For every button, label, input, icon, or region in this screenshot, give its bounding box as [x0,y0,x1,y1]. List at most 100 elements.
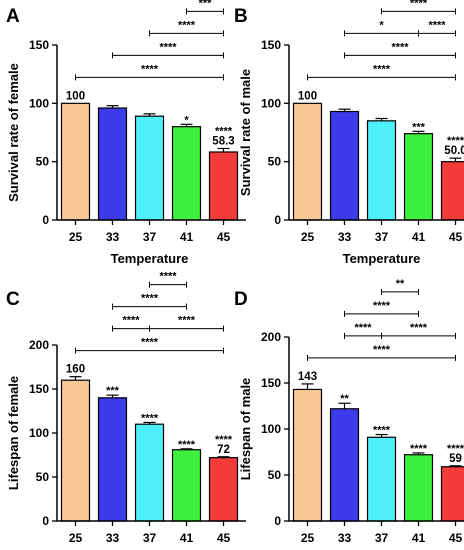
y-tick-label: 200 [29,338,49,352]
y-tick-label: 50 [268,155,282,169]
bracket-label: **** [141,63,159,75]
value-label: 58.3 [212,135,234,147]
value-label: 100 [298,90,317,102]
y-tick-label: 50 [36,470,50,484]
bracket-label: **** [159,41,177,53]
significance-label: **** [410,443,428,455]
bracket-label: **** [178,19,196,31]
x-tick-label: 25 [69,531,83,545]
x-axis-label: Temperature [111,251,189,266]
x-tick-label: 37 [375,230,389,244]
y-axis-label: Survival rate of female [6,63,21,202]
value-label: 50.0 [444,145,464,157]
bar-37 [366,436,397,522]
x-tick-label: 45 [217,531,231,545]
bracket-label: * [379,19,384,31]
significance-label: *** [106,385,120,397]
bar-37 [134,115,165,221]
y-tick-label: 150 [261,376,281,390]
x-tick-label: 45 [449,230,463,244]
bracket-label: **** [373,300,391,312]
value-label: 100 [66,90,85,102]
bar-37 [134,423,165,522]
significance-label: **** [178,439,196,451]
y-tick-label: 0 [42,213,49,227]
value-label: 160 [66,364,85,376]
x-tick-label: 33 [106,531,120,545]
bracket-label: **** [178,315,196,327]
y-tick-label: 50 [36,155,50,169]
bracket-label: *** [199,0,213,9]
bar-25 [60,102,91,221]
value-label: 59 [449,453,462,465]
significance-label: **** [447,135,464,147]
bar-33 [97,107,128,221]
significance-label: **** [447,443,464,455]
panel-letter: B [234,6,248,27]
bar-41 [171,449,202,522]
x-tick-label: 33 [338,230,352,244]
bar-41 [403,133,434,221]
y-tick-label: 150 [29,38,49,52]
value-label: 143 [298,371,317,383]
bar-33 [329,110,360,221]
y-tick-label: 100 [29,426,49,440]
panel-d: D0501001502002533374145TemperatureLifesp… [234,278,464,545]
bar-25 [292,388,323,522]
bar-45 [440,161,464,221]
x-tick-label: 41 [412,531,426,545]
y-tick-label: 0 [274,213,281,227]
significance-label: **** [215,125,233,137]
x-tick-label: 45 [449,531,463,545]
y-tick-label: 150 [261,38,281,52]
panel-letter: A [6,6,20,27]
y-tick-label: 100 [29,96,49,110]
x-tick-label: 25 [301,230,315,244]
bar-41 [171,126,202,221]
y-axis-label: Lifespan of male [238,378,253,481]
significance-label: *** [412,121,426,133]
significance-label: **** [141,412,159,424]
x-tick-label: 41 [180,531,194,545]
bracket-label: **** [391,41,409,53]
significance-label: ** [340,393,349,405]
x-tick-label: 37 [375,531,389,545]
bracket-label: ** [396,278,405,290]
bracket-label: **** [410,0,428,9]
panel-c: C0501001502002533374145TemperatureLifesp… [6,271,246,545]
x-axis-label: Temperature [343,251,421,266]
bar-37 [366,120,397,221]
y-axis-label: Survival rate of male [238,69,253,196]
panel-b: B 0 50 100 150 25 33 37 41 45 Temperature Survival … [234,0,464,266]
bracket-label: **** [122,315,140,327]
bar-45 [440,466,464,522]
bar-33 [329,408,360,522]
y-tick-label: 0 [274,514,281,528]
x-tick-label: 41 [412,230,426,244]
x-tick-label: 41 [180,230,194,244]
y-tick-label: 100 [261,422,281,436]
bracket-label: **** [141,293,159,305]
significance-label: **** [373,425,391,437]
bar-25 [60,379,91,522]
bracket-label: **** [410,322,428,334]
x-tick-label: 33 [106,230,120,244]
bar-45 [208,457,239,522]
x-tick-label: 25 [69,230,83,244]
bracket-label: **** [159,271,177,283]
bracket-label: **** [373,344,391,356]
bar-33 [97,397,128,522]
y-tick-label: 0 [42,514,49,528]
panel-letter: D [234,289,248,310]
panel-a: A 0 50 100 150 25 33 37 41 45 Temperature Survival … [6,0,246,266]
x-tick-label: 37 [143,531,157,545]
x-tick-label: 33 [338,531,352,545]
x-tick-label: 45 [217,230,231,244]
significance-label: **** [215,434,233,446]
y-tick-label: 100 [261,96,281,110]
bracket-label: **** [373,63,391,75]
y-axis-label: Lifespan of female [6,376,21,490]
y-tick-label: 150 [29,382,49,396]
bracket-label: **** [428,19,446,31]
